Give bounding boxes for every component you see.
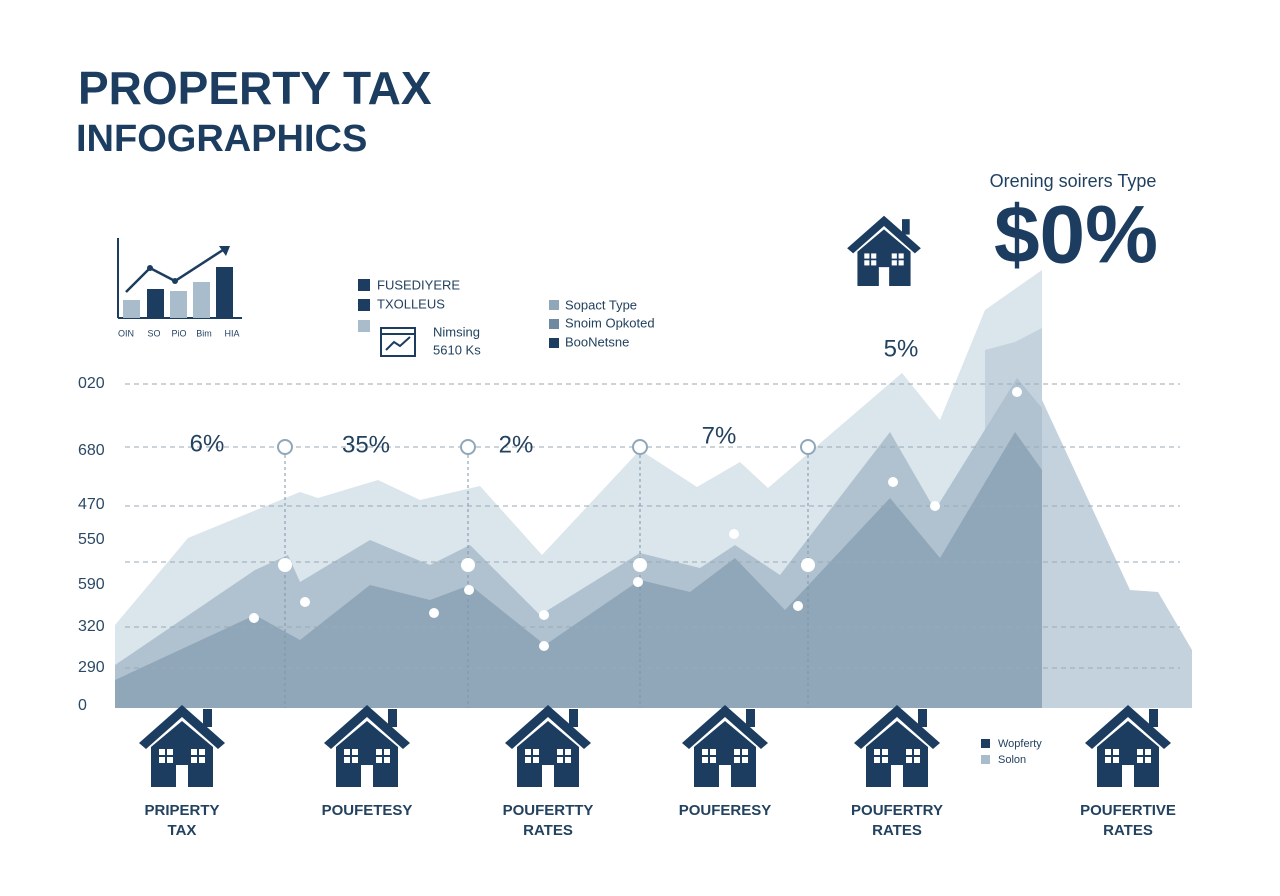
axis-label: 320 [78,618,105,635]
axis-label: 020 [78,375,105,392]
legend-swatch [549,319,559,329]
house-label: TAX [168,822,197,839]
highlight-caption: Orening soirers Type [990,171,1157,191]
callout: 6% [190,430,225,457]
icon-note: Nimsing [433,324,480,339]
house-icon [1085,705,1171,787]
legend-swatch [981,739,990,748]
house-label: POUFETESY [322,802,413,819]
legend-swatch [981,755,990,764]
callout: 2% [499,431,534,458]
callout: 7% [702,422,737,449]
mini-label: OIN [118,328,134,338]
axis-label: 590 [78,576,105,593]
legend-swatch [358,279,370,291]
mini-label: SO [147,328,160,338]
legend-label: Sopact Type [565,297,637,312]
guides [249,387,1022,708]
axis-label: 470 [78,496,105,513]
axis-label: 550 [78,531,105,548]
house-icon [682,705,768,787]
mini-label: Bim [196,328,212,338]
house-icon [139,705,225,787]
house-label: RATES [523,822,573,839]
area-layers [115,270,1192,708]
legend-label: Wopferty [998,738,1042,750]
house-label: POUFERTIVE [1080,802,1176,819]
legend-label: Snoim Opkoted [565,315,655,330]
axis-label: 680 [78,442,105,459]
axis-label: 0 [78,697,87,714]
mini-label: PiO [171,328,186,338]
chart-icon [380,327,416,357]
house-label: POUFERESY [679,802,772,819]
legend-label: TXOLLEUS [377,296,445,311]
house-label: POUFERTTY [503,802,594,819]
legend-swatch [549,338,559,348]
mini-chart [117,238,242,319]
legend-swatch [549,300,559,310]
house-label: RATES [872,822,922,839]
house-label: RATES [1103,822,1153,839]
house-icon [854,705,940,787]
callout: 5% [884,335,919,362]
legend-label: Solon [998,754,1026,766]
house-icon [324,705,410,787]
legend-label: BooNetsne [565,334,629,349]
subtitle: INFOGRAPHICS [76,118,367,160]
legend-swatch [358,299,370,311]
highlight-value: $0% [994,190,1158,281]
callout: 35% [342,431,390,458]
axis-label: 290 [78,659,105,676]
house-icon [505,705,591,787]
legend-swatch [358,320,370,332]
house-label: PRIPERTY [144,802,219,819]
house-label: POUFERTRY [851,802,943,819]
mini-label: HIA [224,328,239,338]
icon-note: 5610 Ks [433,342,481,357]
house-icon [847,215,921,286]
title: PROPERTY TAX [78,62,432,114]
legend-label: FUSEDIYERE [377,277,460,292]
